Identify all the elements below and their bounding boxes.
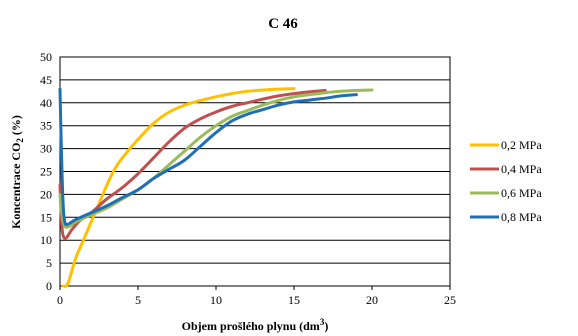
x-tick-label: 20	[366, 293, 378, 307]
series-line-0-8-mpa	[58, 87, 358, 227]
series-lines	[58, 87, 374, 288]
y-tick-label: 50	[40, 50, 52, 64]
y-tick-label: 0	[46, 279, 52, 293]
series-line-0-2-mpa	[61, 87, 296, 288]
y-tick-label: 40	[40, 96, 52, 110]
y-tick-label: 25	[40, 165, 52, 179]
legend-label-0-4-mpa: 0,4 MPa	[501, 162, 542, 176]
y-tick-label: 35	[40, 119, 52, 133]
chart-title: C 46	[268, 16, 298, 32]
legend-label-0-6-mpa: 0,6 MPa	[501, 186, 542, 200]
y-axis-label: Koncentrace CO2 (%)	[9, 115, 25, 229]
x-tick-label: 0	[57, 293, 63, 307]
y-tick-label: 20	[40, 187, 52, 201]
y-tick-labels: 0 5 10 15 20 25 30 35 40 45 50	[40, 50, 52, 293]
x-tick-label: 10	[210, 293, 222, 307]
series-line-0-6-mpa	[58, 88, 374, 229]
y-tick-label: 45	[40, 73, 52, 87]
x-tick-label: 5	[135, 293, 141, 307]
y-tick-label: 15	[40, 210, 52, 224]
plot-area	[59, 56, 451, 287]
legend: 0,2 MPa 0,4 MPa 0,6 MPa 0,8 MPa	[470, 138, 542, 224]
x-tick-labels: 0 5 10 15 20 25	[57, 286, 456, 307]
y-tick-label: 10	[40, 233, 52, 247]
x-axis-label: Objem prošlého plynu (dm3)	[182, 317, 329, 333]
legend-label-0-2-mpa: 0,2 MPa	[501, 138, 542, 152]
y-tick-label: 30	[40, 142, 52, 156]
y-tick-label: 5	[46, 256, 52, 270]
legend-label-0-8-mpa: 0,8 MPa	[501, 210, 542, 224]
series-line-0-4-mpa	[58, 88, 327, 240]
x-tick-label: 15	[288, 293, 300, 307]
x-tick-label: 25	[444, 293, 456, 307]
